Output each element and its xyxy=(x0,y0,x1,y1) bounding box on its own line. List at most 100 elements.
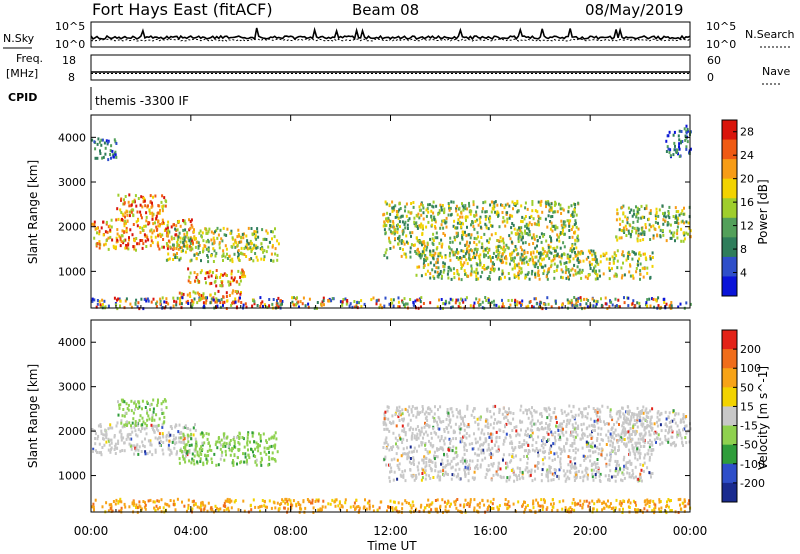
power-echo-cell xyxy=(626,221,629,225)
velocity-echo-cell xyxy=(213,452,216,456)
power-echo-cell xyxy=(667,147,670,151)
power-echo-cell xyxy=(523,217,526,221)
power-echo-cell xyxy=(411,231,414,235)
power-echo-cell xyxy=(102,233,105,237)
velocity-echo-cell xyxy=(268,437,271,441)
velocity-echo-cell xyxy=(181,500,183,504)
power-echo-cell xyxy=(461,215,464,219)
velocity-echo-cell xyxy=(639,463,642,467)
power-echo-cell xyxy=(559,207,562,211)
velocity-echo-cell xyxy=(437,447,440,451)
velocity-echo-cell xyxy=(410,408,413,412)
power-echo-cell xyxy=(615,274,618,278)
velocity-echo-cell xyxy=(527,452,530,456)
velocity-echo-cell xyxy=(144,452,147,456)
power-echo-cell xyxy=(185,240,188,244)
velocity-echo-cell xyxy=(503,439,505,443)
velocity-echo-cell xyxy=(487,426,490,429)
power-echo-cell xyxy=(560,223,563,227)
velocity-echo-cell xyxy=(422,458,425,462)
power-echo-cell xyxy=(262,304,264,308)
power-colorbar-swatch xyxy=(722,237,737,258)
power-echo-cell xyxy=(448,301,451,305)
velocity-echo-cell xyxy=(609,410,612,414)
power-echo-cell xyxy=(540,199,543,203)
power-echo-cell xyxy=(172,258,175,261)
velocity-echo-cell xyxy=(632,446,635,450)
velocity-echo-cell xyxy=(553,452,556,456)
velocity-echo-cell xyxy=(135,503,138,507)
power-echo-cell xyxy=(240,240,243,244)
velocity-echo-cell xyxy=(270,444,273,448)
velocity-echo-cell xyxy=(460,417,463,421)
velocity-echo-cell xyxy=(612,506,615,510)
velocity-echo-cell xyxy=(438,427,441,431)
power-echo-cell xyxy=(104,230,107,234)
power-echo-cell xyxy=(268,240,271,244)
power-echo-cell xyxy=(501,252,504,256)
velocity-echo-cell xyxy=(506,507,509,511)
power-echo-cell xyxy=(144,297,147,301)
velocity-echo-cell xyxy=(593,419,596,423)
power-echo-cell xyxy=(158,247,161,251)
power-echo-cell xyxy=(533,237,536,241)
power-echo-cell xyxy=(195,240,198,244)
power-echo-cell xyxy=(505,243,508,247)
power-echo-cell xyxy=(479,225,482,229)
power-echo-cell xyxy=(237,299,240,303)
power-echo-cell xyxy=(161,194,164,198)
power-echo-cell xyxy=(437,266,440,270)
power-echo-cell xyxy=(187,267,190,271)
velocity-echo-cell xyxy=(134,420,137,424)
power-echo-cell xyxy=(654,228,657,231)
velocity-echo-cell xyxy=(547,432,550,436)
velocity-echo-cell xyxy=(254,447,257,451)
power-echo-cell xyxy=(682,239,685,243)
velocity-echo-cell xyxy=(132,417,135,421)
power-echo-cell xyxy=(135,237,138,240)
power-echo-cell xyxy=(213,249,216,253)
power-echo-cell xyxy=(127,200,130,204)
velocity-echo-cell xyxy=(574,501,576,505)
power-echo-cell xyxy=(448,254,451,258)
power-echo-cell xyxy=(630,208,633,212)
velocity-echo-cell xyxy=(555,468,557,472)
power-colorbar-tick-label: 16 xyxy=(740,196,754,209)
velocity-echo-cell xyxy=(146,409,149,413)
power-echo-cell xyxy=(448,204,450,208)
power-echo-cell xyxy=(571,303,574,307)
velocity-echo-cell xyxy=(116,421,119,425)
velocity-echo-cell xyxy=(142,500,145,503)
power-echo-cell xyxy=(307,305,310,309)
velocity-echo-cell xyxy=(239,461,242,465)
power-echo-cell xyxy=(198,293,201,297)
power-echo-cell xyxy=(552,258,555,262)
velocity-echo-cell xyxy=(574,503,577,507)
power-echo-cell xyxy=(552,247,555,250)
power-echo-cell xyxy=(456,231,459,235)
velocity-echo-cell xyxy=(425,473,428,477)
velocity-echo-cell xyxy=(199,457,202,461)
velocity-echo-cell xyxy=(128,442,131,446)
power-colorbar-swatch xyxy=(722,198,737,219)
power-echo-cell xyxy=(568,257,571,260)
velocity-echo-cell xyxy=(412,474,415,478)
power-echo-cell xyxy=(654,298,657,302)
velocity-echo-cell xyxy=(581,506,584,510)
power-echo-cell xyxy=(351,305,354,309)
power-echo-cell xyxy=(574,221,577,225)
power-echo-cell xyxy=(134,194,137,198)
velocity-echo-cell xyxy=(238,436,241,440)
velocity-echo-cell xyxy=(191,500,194,504)
velocity-echo-cell xyxy=(534,422,537,426)
power-echo-cell xyxy=(635,205,637,209)
power-echo-cell xyxy=(406,227,409,230)
power-echo-cell xyxy=(256,304,259,307)
velocity-echo-cell xyxy=(183,450,186,454)
power-echo-cell xyxy=(399,225,401,229)
power-echo-cell xyxy=(355,305,358,309)
velocity-echo-cell xyxy=(134,407,136,411)
power-echo-cell xyxy=(231,257,234,261)
velocity-echo-cell xyxy=(358,509,361,513)
